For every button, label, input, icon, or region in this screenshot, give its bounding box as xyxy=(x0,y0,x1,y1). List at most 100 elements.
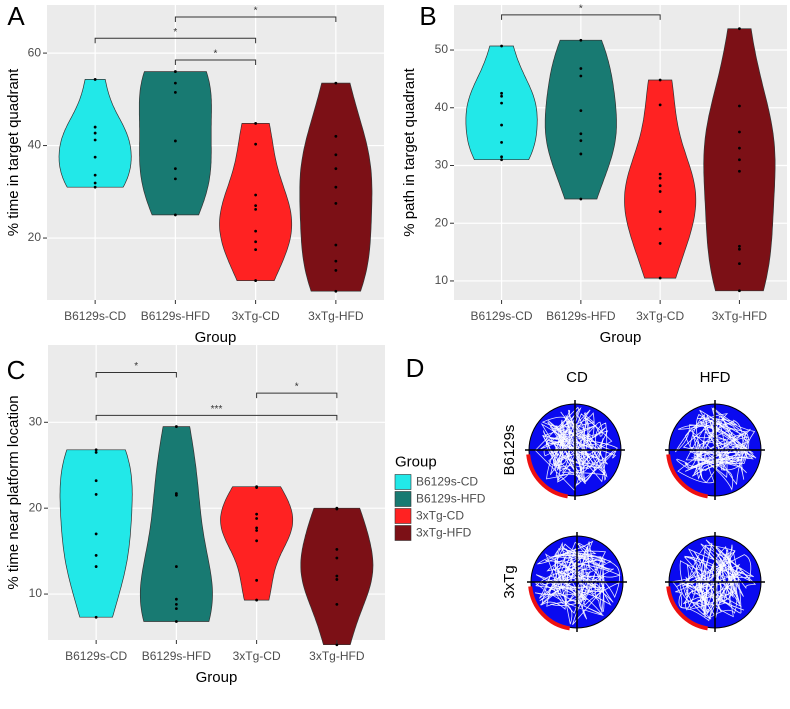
target-arc xyxy=(666,586,709,631)
data-point xyxy=(93,125,97,129)
data-point xyxy=(94,615,98,619)
data-point xyxy=(173,213,177,217)
data-point xyxy=(658,103,662,107)
y-tick-label: 40 xyxy=(28,138,42,152)
y-tick-label: 40 xyxy=(435,100,449,114)
y-tick-label: 30 xyxy=(29,414,43,428)
data-point xyxy=(254,193,258,197)
data-point xyxy=(173,167,177,171)
data-point xyxy=(334,243,338,247)
x-tick-label: 3xTg-HFD xyxy=(309,649,365,663)
data-point xyxy=(738,244,741,248)
data-point xyxy=(579,109,583,113)
data-point xyxy=(334,153,338,157)
data-point xyxy=(658,227,662,231)
significance-label: * xyxy=(254,6,258,17)
data-point xyxy=(173,81,177,85)
data-point xyxy=(738,27,741,31)
significance-label: * xyxy=(295,382,299,393)
legend-label: B6129s-CD xyxy=(416,475,478,489)
significance-bracket xyxy=(95,414,338,421)
data-point xyxy=(93,138,97,142)
legend-label: 3xTg-HFD xyxy=(416,526,472,540)
significance-label: *** xyxy=(211,404,223,415)
data-point xyxy=(254,142,258,146)
data-point xyxy=(174,565,178,568)
data-point xyxy=(334,201,338,205)
data-point xyxy=(335,547,339,551)
data-point xyxy=(254,248,258,252)
violin xyxy=(138,71,212,216)
data-point xyxy=(334,167,338,171)
data-point xyxy=(500,91,503,95)
y-axis-title: % time near platform location xyxy=(5,395,22,589)
data-point xyxy=(335,643,339,647)
data-point xyxy=(738,247,741,251)
significance-bracket xyxy=(95,371,177,378)
data-point xyxy=(174,620,178,623)
data-point xyxy=(174,425,178,428)
x-tick-label: 3xTg-CD xyxy=(233,649,281,663)
data-point xyxy=(94,479,98,483)
y-tick-label: 30 xyxy=(435,158,449,172)
y-tick-label: 20 xyxy=(435,215,449,229)
data-point xyxy=(500,140,503,144)
data-point xyxy=(500,101,503,105)
x-tick-label: 3xTg-CD xyxy=(636,309,684,323)
violin xyxy=(220,486,294,601)
data-point xyxy=(500,44,503,48)
data-point xyxy=(254,121,258,125)
swim-path xyxy=(534,406,615,491)
y-tick-label: 20 xyxy=(28,230,42,244)
data-point xyxy=(334,259,338,263)
x-tick-label: 3xTg-HFD xyxy=(308,309,364,323)
significance-bracket xyxy=(501,14,661,20)
swim-path xyxy=(535,541,621,613)
data-point xyxy=(93,155,97,159)
data-point xyxy=(254,240,258,244)
data-point xyxy=(500,123,503,127)
data-point xyxy=(335,578,339,581)
swim-path-group xyxy=(674,407,757,491)
data-point xyxy=(335,602,339,606)
swim-path xyxy=(535,541,621,625)
data-point xyxy=(579,67,583,70)
data-point xyxy=(579,197,583,201)
data-point xyxy=(579,74,583,78)
data-point xyxy=(93,173,97,177)
violin xyxy=(544,39,617,200)
data-point xyxy=(738,262,741,266)
legend-title: Group xyxy=(395,453,437,470)
data-point xyxy=(174,607,178,611)
data-point xyxy=(173,90,177,94)
data-point xyxy=(579,38,583,42)
x-axis-title: Group xyxy=(195,329,237,346)
data-point xyxy=(658,242,662,245)
data-point xyxy=(738,289,741,293)
data-point xyxy=(334,269,338,272)
target-arc xyxy=(528,586,571,631)
data-point xyxy=(173,70,177,73)
x-tick-label: B6129s-CD xyxy=(64,309,126,323)
data-point xyxy=(658,210,662,214)
y-tick-label: 60 xyxy=(28,45,42,59)
column-label: HFD xyxy=(700,369,731,386)
legend-swatch xyxy=(394,474,412,490)
legend-swatch xyxy=(394,491,412,507)
data-point xyxy=(94,554,98,557)
data-point xyxy=(173,177,177,181)
significance-label: * xyxy=(579,3,583,14)
x-tick-label: B6129s-HFD xyxy=(142,649,212,663)
x-tick-label: B6129s-HFD xyxy=(546,309,616,323)
y-axis-title: % path in target quadrant xyxy=(401,67,418,236)
data-point xyxy=(579,152,583,156)
data-point xyxy=(254,229,258,233)
data-point xyxy=(500,155,503,159)
swim-path xyxy=(671,543,754,622)
significance-bracket xyxy=(94,37,257,44)
data-point xyxy=(93,78,97,81)
data-point xyxy=(93,181,97,185)
data-point xyxy=(254,204,258,208)
x-axis-title: Group xyxy=(600,329,642,346)
